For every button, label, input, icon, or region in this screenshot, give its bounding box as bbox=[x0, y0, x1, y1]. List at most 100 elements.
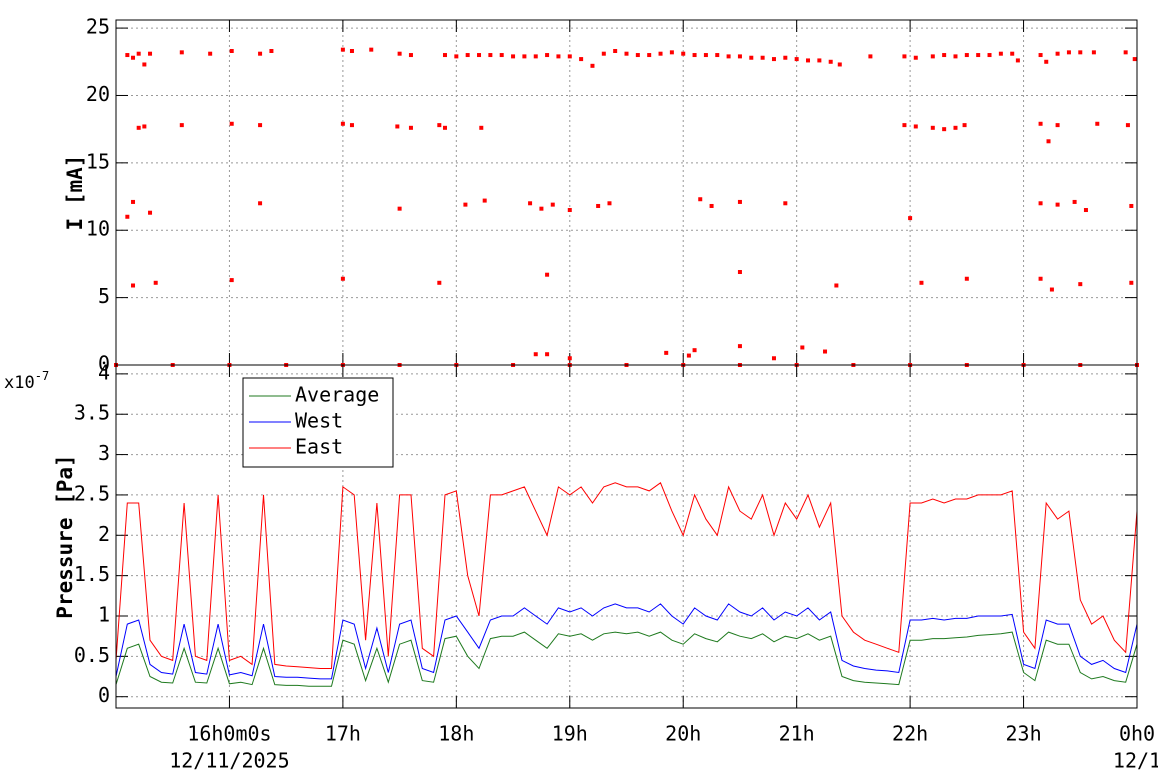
point bbox=[545, 352, 550, 357]
y-tick-label: 20 bbox=[86, 82, 110, 106]
point bbox=[437, 123, 442, 128]
point bbox=[1038, 276, 1043, 281]
point bbox=[442, 53, 447, 58]
point bbox=[913, 124, 918, 129]
point bbox=[771, 57, 776, 62]
point bbox=[1129, 203, 1134, 208]
point bbox=[737, 344, 742, 349]
point bbox=[613, 48, 618, 53]
point bbox=[624, 51, 629, 56]
point bbox=[142, 124, 147, 129]
point bbox=[340, 276, 345, 281]
point bbox=[913, 55, 918, 60]
point bbox=[488, 53, 493, 58]
point bbox=[828, 59, 833, 64]
point bbox=[1046, 139, 1051, 144]
point bbox=[1038, 201, 1043, 206]
point bbox=[635, 53, 640, 58]
point bbox=[1083, 208, 1088, 213]
date-label: 12/1 bbox=[1113, 749, 1158, 773]
point bbox=[681, 51, 686, 56]
point bbox=[229, 121, 234, 126]
point bbox=[1038, 53, 1043, 58]
point bbox=[1044, 59, 1049, 64]
point bbox=[131, 283, 136, 288]
multiplier-exponent: -7 bbox=[35, 369, 49, 383]
x-tick-label: 17h bbox=[325, 722, 361, 746]
point bbox=[258, 123, 263, 128]
point bbox=[179, 123, 184, 128]
multiplier-base: x10 bbox=[4, 373, 35, 393]
point bbox=[397, 206, 402, 211]
point bbox=[715, 53, 720, 58]
point bbox=[408, 125, 413, 130]
point bbox=[545, 272, 550, 277]
plot-frame bbox=[115, 364, 1138, 709]
point bbox=[550, 202, 555, 207]
point bbox=[964, 53, 969, 58]
point bbox=[692, 348, 697, 353]
x-tick-label: 23h bbox=[1005, 722, 1041, 746]
point bbox=[148, 210, 153, 215]
point bbox=[760, 55, 765, 60]
point bbox=[1038, 121, 1043, 126]
point bbox=[686, 353, 691, 358]
point bbox=[987, 53, 992, 58]
point bbox=[533, 352, 538, 357]
point bbox=[823, 349, 828, 354]
point bbox=[153, 280, 158, 285]
point bbox=[930, 54, 935, 59]
point bbox=[465, 53, 470, 58]
point bbox=[463, 202, 468, 207]
point bbox=[1078, 282, 1083, 287]
point bbox=[1010, 51, 1015, 56]
point bbox=[258, 201, 263, 206]
y-tick-label: 2 bbox=[98, 522, 110, 546]
y-tick-label: 15 bbox=[86, 149, 110, 173]
point bbox=[953, 54, 958, 59]
point bbox=[726, 54, 731, 59]
point bbox=[817, 58, 822, 63]
point bbox=[408, 53, 413, 58]
point bbox=[442, 125, 447, 130]
y-tick-label: 3 bbox=[98, 441, 110, 465]
point bbox=[229, 278, 234, 283]
point bbox=[596, 203, 601, 208]
point bbox=[567, 54, 572, 59]
point bbox=[349, 123, 354, 128]
point bbox=[131, 199, 136, 204]
point bbox=[698, 197, 703, 202]
point bbox=[229, 48, 234, 53]
point bbox=[125, 214, 130, 219]
date-label: 12/11/2025 bbox=[169, 749, 289, 773]
point bbox=[953, 125, 958, 130]
y-tick-label: 3.5 bbox=[74, 401, 110, 425]
point bbox=[1049, 287, 1054, 292]
point bbox=[1123, 50, 1128, 55]
point bbox=[437, 280, 442, 285]
point bbox=[528, 201, 533, 206]
point bbox=[1055, 51, 1060, 56]
point bbox=[1132, 57, 1137, 62]
point bbox=[737, 270, 742, 275]
point bbox=[397, 51, 402, 56]
point bbox=[499, 53, 504, 58]
point bbox=[658, 51, 663, 56]
point bbox=[998, 51, 1003, 56]
point bbox=[919, 280, 924, 285]
point bbox=[976, 53, 981, 58]
point bbox=[806, 58, 811, 63]
point bbox=[709, 203, 714, 208]
legend-label: East bbox=[295, 435, 343, 459]
y-tick-label: 25 bbox=[86, 15, 110, 39]
point bbox=[539, 206, 544, 211]
point bbox=[269, 48, 274, 53]
x-tick-label: 21h bbox=[779, 722, 815, 746]
y-tick-label: 4 bbox=[98, 360, 110, 384]
point bbox=[607, 201, 612, 206]
point bbox=[1066, 50, 1071, 55]
point bbox=[800, 345, 805, 350]
point bbox=[837, 62, 842, 67]
point bbox=[208, 51, 213, 56]
